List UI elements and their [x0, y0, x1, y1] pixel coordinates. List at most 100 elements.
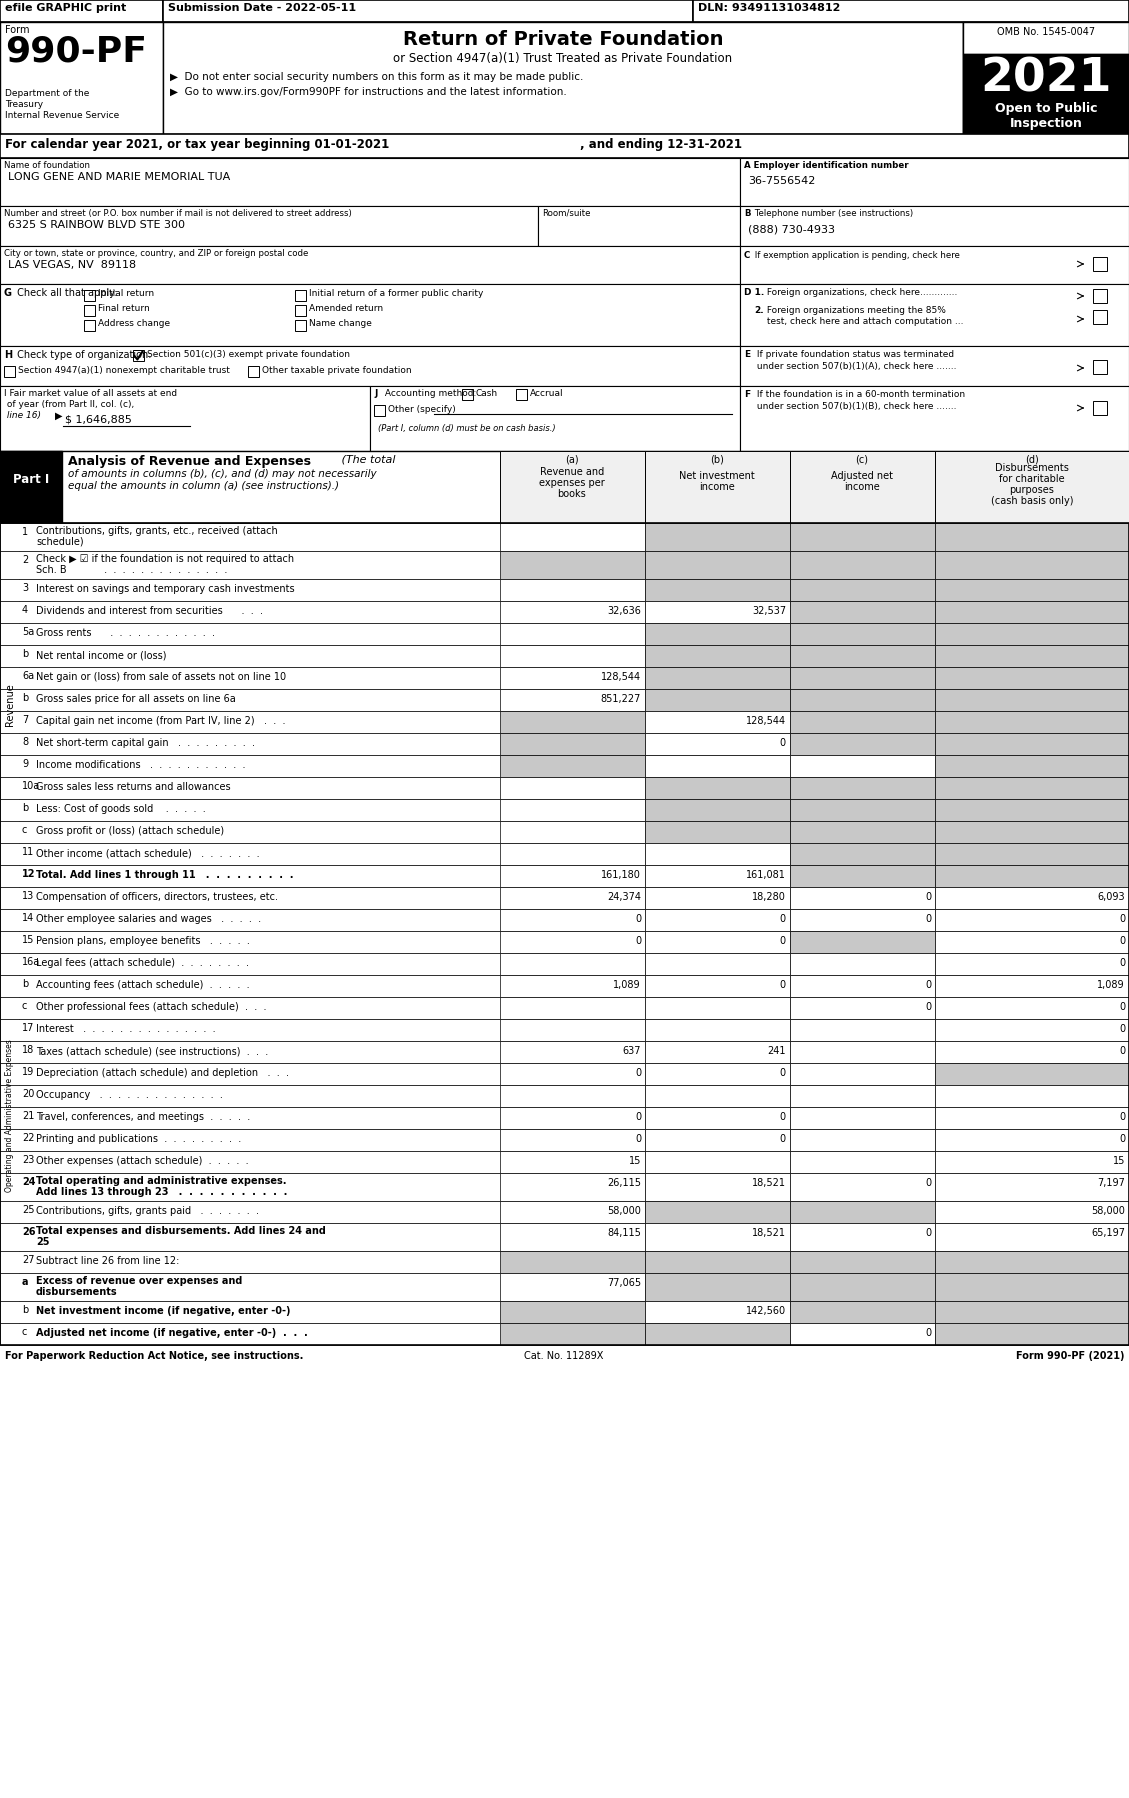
Bar [935, 1063, 1129, 1084]
Text: (c): (c) [856, 455, 868, 466]
Text: 0: 0 [780, 913, 786, 924]
Bar [0, 207, 539, 246]
Text: (d): (d) [1025, 455, 1039, 466]
Bar [790, 1273, 935, 1302]
Bar [645, 1172, 790, 1201]
Bar [790, 667, 935, 689]
Bar [0, 953, 1129, 975]
Bar [645, 523, 790, 550]
Text: 58,000: 58,000 [607, 1206, 641, 1215]
Bar [739, 387, 1129, 451]
Text: b: b [21, 804, 28, 813]
Bar [935, 1084, 1129, 1108]
Bar [645, 1019, 790, 1041]
Bar [1093, 257, 1108, 271]
Bar [935, 953, 1129, 975]
Bar [645, 1129, 790, 1151]
Text: Check all that apply:: Check all that apply: [14, 288, 117, 298]
Bar [790, 1151, 935, 1172]
Bar [248, 367, 259, 378]
Bar [790, 798, 935, 822]
Text: Add lines 13 through 23   .  .  .  .  .  .  .  .  .  .  .: Add lines 13 through 23 . . . . . . . . … [36, 1187, 288, 1197]
Text: Address change: Address change [98, 318, 170, 327]
Bar [935, 1172, 1129, 1201]
Bar [790, 953, 935, 975]
Text: Cat. No. 11289X: Cat. No. 11289X [524, 1350, 604, 1361]
Text: 65,197: 65,197 [1091, 1228, 1124, 1239]
Bar [790, 1323, 935, 1345]
Text: Treasury: Treasury [5, 101, 43, 110]
Bar [790, 931, 935, 953]
Text: 0: 0 [780, 1111, 786, 1122]
Bar [645, 601, 790, 622]
Bar [0, 345, 739, 387]
Text: J: J [374, 388, 377, 397]
Bar [790, 1172, 935, 1201]
Bar [935, 1151, 1129, 1172]
Bar [790, 1041, 935, 1063]
Text: or Section 4947(a)(1) Trust Treated as Private Foundation: or Section 4947(a)(1) Trust Treated as P… [393, 52, 733, 65]
Text: (888) 730-4933: (888) 730-4933 [749, 225, 835, 234]
Text: Interest   .  .  .  .  .  .  .  .  .  .  .  .  .  .  .: Interest . . . . . . . . . . . . . . . [36, 1025, 216, 1034]
Bar [500, 886, 645, 910]
Bar [0, 601, 1129, 622]
Text: Legal fees (attach schedule)  .  .  .  .  .  .  .  .: Legal fees (attach schedule) . . . . . .… [36, 958, 250, 967]
Text: for charitable: for charitable [999, 475, 1065, 484]
Bar [790, 1019, 935, 1041]
Bar [0, 975, 1129, 998]
Bar [935, 975, 1129, 998]
Text: Other employee salaries and wages   .  .  .  .  .: Other employee salaries and wages . . . … [36, 913, 261, 924]
Bar [0, 777, 1129, 798]
Text: 14: 14 [21, 913, 34, 922]
Text: 142,560: 142,560 [746, 1305, 786, 1316]
Bar [500, 1251, 645, 1273]
Bar [295, 289, 306, 300]
Bar [935, 734, 1129, 755]
Bar [500, 910, 645, 931]
Bar [0, 843, 1129, 865]
Bar [1093, 401, 1108, 415]
Bar [0, 387, 370, 451]
Text: 15: 15 [1112, 1156, 1124, 1165]
Text: 15: 15 [629, 1156, 641, 1165]
Bar [739, 158, 1129, 207]
Text: 0: 0 [780, 1135, 786, 1144]
Text: If the foundation is in a 60-month termination: If the foundation is in a 60-month termi… [754, 390, 965, 399]
Text: 637: 637 [622, 1046, 641, 1055]
Bar [935, 1323, 1129, 1345]
Text: Total operating and administrative expenses.: Total operating and administrative expen… [36, 1176, 287, 1187]
Text: Foreign organizations meeting the 85%: Foreign organizations meeting the 85% [764, 306, 946, 315]
Bar [500, 931, 645, 953]
Bar [935, 710, 1129, 734]
Text: 0: 0 [1119, 1025, 1124, 1034]
Text: 6325 S RAINBOW BLVD STE 300: 6325 S RAINBOW BLVD STE 300 [8, 219, 185, 230]
Text: Interest on savings and temporary cash investments: Interest on savings and temporary cash i… [36, 584, 295, 593]
Bar [500, 734, 645, 755]
Text: Check ▶ ☑ if the foundation is not required to attach: Check ▶ ☑ if the foundation is not requi… [36, 554, 295, 565]
Text: Net investment income (if negative, enter -0-): Net investment income (if negative, ente… [36, 1305, 290, 1316]
Bar [0, 931, 1129, 953]
Bar [0, 1129, 1129, 1151]
Text: Other expenses (attach schedule)  .  .  .  .  .: Other expenses (attach schedule) . . . .… [36, 1156, 248, 1165]
Bar [645, 755, 790, 777]
Text: 4: 4 [21, 604, 28, 615]
Bar [790, 886, 935, 910]
Text: Inspection: Inspection [1009, 117, 1083, 129]
Text: line 16): line 16) [5, 412, 41, 421]
Text: 0: 0 [1119, 913, 1124, 924]
Bar [935, 689, 1129, 710]
Bar [935, 755, 1129, 777]
Text: 9: 9 [21, 759, 28, 770]
Bar [500, 822, 645, 843]
Text: 12: 12 [21, 868, 35, 879]
Text: 851,227: 851,227 [601, 694, 641, 705]
Bar [645, 1151, 790, 1172]
Text: Disbursements: Disbursements [995, 464, 1069, 473]
Text: Cash: Cash [476, 388, 498, 397]
Text: 21: 21 [21, 1111, 34, 1120]
Bar [935, 523, 1129, 550]
Text: 18: 18 [21, 1045, 34, 1055]
Text: efile GRAPHIC print: efile GRAPHIC print [5, 4, 126, 13]
Bar [0, 1302, 1129, 1323]
Text: Revenue: Revenue [5, 683, 15, 726]
